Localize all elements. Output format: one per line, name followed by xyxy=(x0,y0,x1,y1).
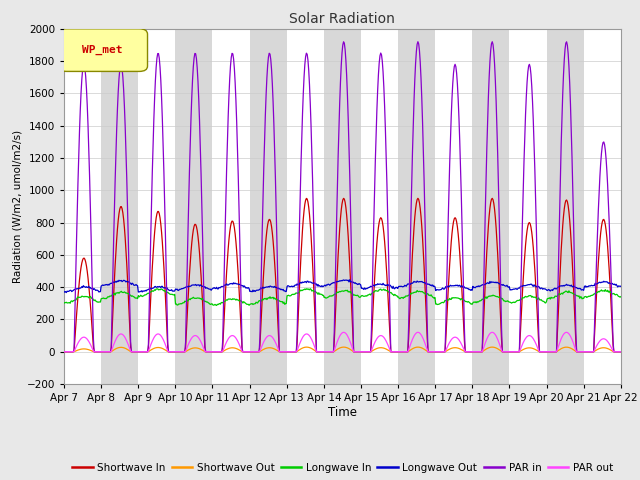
Bar xyxy=(324,29,361,384)
Bar xyxy=(101,29,138,384)
FancyBboxPatch shape xyxy=(58,29,147,72)
Bar xyxy=(398,29,435,384)
X-axis label: Time: Time xyxy=(328,406,357,419)
Bar xyxy=(250,29,287,384)
Bar xyxy=(472,29,509,384)
Legend: Shortwave In, Shortwave Out, Longwave In, Longwave Out, PAR in, PAR out: Shortwave In, Shortwave Out, Longwave In… xyxy=(67,458,618,478)
Y-axis label: Radiation (W/m2, umol/m2/s): Radiation (W/m2, umol/m2/s) xyxy=(12,130,22,283)
Bar xyxy=(175,29,212,384)
Title: Solar Radiation: Solar Radiation xyxy=(289,12,396,26)
Bar xyxy=(621,29,640,384)
Bar xyxy=(547,29,584,384)
Text: WP_met: WP_met xyxy=(82,45,122,55)
